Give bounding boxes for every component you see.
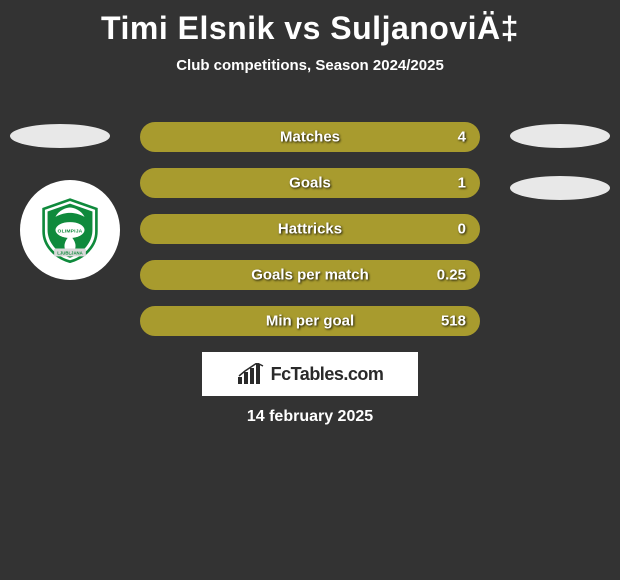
footer-date: 14 february 2025 xyxy=(247,408,373,426)
stat-label: Goals xyxy=(289,175,331,192)
club-badge: 1911 OLIMPIJA LJUBLJANA xyxy=(20,180,120,280)
site-branding[interactable]: FcTables.com xyxy=(202,352,418,396)
stat-value: 0.25 xyxy=(437,267,466,284)
site-name: FcTables.com xyxy=(271,364,384,385)
stat-row: Goals 1 xyxy=(140,168,480,198)
club-year: 1911 xyxy=(64,215,75,221)
stat-value: 0 xyxy=(458,221,466,238)
stat-row: Hattricks 0 xyxy=(140,214,480,244)
club-crest-icon: 1911 OLIMPIJA LJUBLJANA xyxy=(37,197,103,263)
stat-row: Matches 4 xyxy=(140,122,480,152)
page-title: Timi Elsnik vs SuljanoviÄ‡ xyxy=(0,0,620,47)
stat-label: Min per goal xyxy=(266,313,354,330)
player-slot-right-2 xyxy=(510,176,610,200)
stat-label: Matches xyxy=(280,129,340,146)
stats-list: Matches 4 Goals 1 Hattricks 0 Goals per match 0… xyxy=(140,122,480,336)
bars-icon xyxy=(237,363,265,385)
stat-row: Min per goal 518 xyxy=(140,306,480,336)
stat-row: Goals per match 0.25 xyxy=(140,260,480,290)
svg-text:OLIMPIJA: OLIMPIJA xyxy=(58,229,83,235)
player-slot-left xyxy=(10,124,110,148)
stat-label: Goals per match xyxy=(251,267,369,284)
stat-value: 4 xyxy=(458,129,466,146)
stat-value: 518 xyxy=(441,313,466,330)
club-city: LJUBLJANA xyxy=(57,250,82,255)
player-slot-right xyxy=(510,124,610,148)
stat-value: 1 xyxy=(458,175,466,192)
subtitle: Club competitions, Season 2024/2025 xyxy=(0,57,620,74)
stat-label: Hattricks xyxy=(278,221,342,238)
